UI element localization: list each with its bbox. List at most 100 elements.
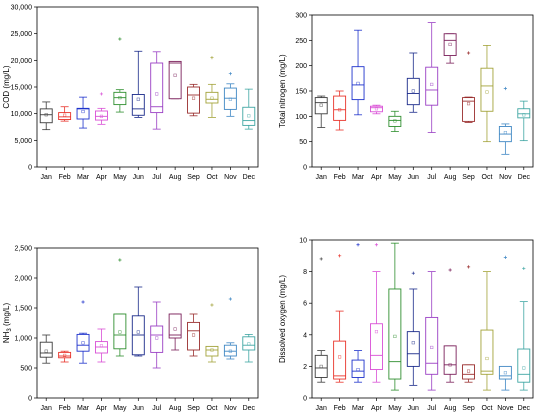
x-tick-label: Apr [371,174,383,181]
outlier-marker [228,297,232,301]
box-jan [39,101,53,131]
box-may [388,110,402,132]
iqr-box [187,86,200,114]
iqr-box [517,348,531,383]
box-may [388,242,402,391]
box-jul [425,271,439,391]
x-tick-label: Sep [187,174,200,181]
mean-marker [430,82,434,86]
outlier-marker [210,303,214,307]
mean-marker [485,90,489,94]
x-tick-label: May [388,405,402,412]
mean-marker [411,341,415,345]
box-aug [443,33,457,64]
x-tick-label: Mar [352,405,365,412]
mean-marker [99,344,104,348]
iqr-box [223,344,237,357]
mean-marker [430,345,434,349]
mean-marker [191,96,196,100]
mean-marker [393,334,397,338]
box-apr [370,243,383,383]
mean-marker [63,113,67,117]
box-sep [462,51,475,123]
y-tick-label: 8 [303,269,307,276]
iqr-box [443,33,457,56]
x-tick-label: Oct [207,174,218,181]
iqr-box [223,87,237,110]
mean-marker [522,113,526,117]
x-tick-label: Feb [334,405,346,412]
mean-marker [374,330,379,334]
x-tick-label: Jul [427,405,436,412]
iqr-box [425,66,439,106]
y-tick-label: 0 [28,165,32,172]
iqr-box [370,105,383,113]
mean-marker [136,330,140,334]
mean-marker [228,97,232,101]
box-may [113,37,127,113]
y-tick-label: 0 [303,165,307,172]
box-oct [480,45,494,143]
y-tick-label: 300 [295,13,307,20]
iqr-box [351,66,365,101]
outlier-marker [228,72,232,76]
y-axis-title-text: COD (mg/L) [2,65,11,108]
x-tick-label: Apr [371,405,383,412]
x-tick-label: Nov [224,405,237,412]
x-tick-label: Feb [59,174,71,181]
outlier-marker [522,266,526,271]
box-nov [498,86,512,155]
x-tick-label: Jun [133,174,144,181]
box-feb [58,350,72,363]
x-tick-label: Jul [152,174,161,181]
plot-frame [36,6,259,168]
mean-marker [173,327,177,331]
box-jan [39,334,53,364]
box-jan [314,95,328,128]
plot-frame [311,239,534,399]
box-mar [76,96,90,129]
y-axis-title: COD (mg/L) [2,65,11,108]
mean-marker [228,349,232,353]
x-tick-label: Jun [133,405,144,412]
box-dec [242,88,256,130]
iqr-box [480,67,494,112]
mean-marker [356,368,360,372]
x-tick-label: Jan [316,405,327,412]
x-tick-label: Mar [77,174,90,181]
iqr-box [388,115,402,127]
y-axis-title: NH3 (mg/L) [2,303,13,344]
mean-marker [374,107,379,111]
outlier-marker [99,92,104,96]
box-jul [425,22,439,133]
x-tick-label: Oct [482,405,493,412]
x-tick-label: Oct [482,174,493,181]
total-nitrogen-box-plot: 0 50 100 150 200 250 300 Total nitrogen (mg/L) J… [278,13,534,181]
y-tick-label: 25,000 [11,31,33,38]
y-tick-label: 500 [20,366,32,373]
x-tick-label: Jul [427,174,436,181]
box-apr [95,328,108,363]
box-oct [480,271,494,391]
y-tick-label: 4 [303,332,307,339]
mean-marker [210,96,214,100]
x-tick-label: Dec [518,405,531,412]
iqr-box [333,340,347,380]
dissolved-oxygen-box-plot: 0 2 4 6 8 10 Dissolved oxygen (mg/L) Jan Feb Mar A… [278,238,534,412]
outlier-marker [210,56,214,60]
iqr-box [131,94,145,116]
mean-marker [191,333,196,337]
mean-marker [466,102,471,106]
box-sep [462,265,475,383]
box-nov [223,72,237,117]
box-mar [351,243,365,383]
box-jun [406,52,420,113]
y-tick-label: 0 [28,396,32,403]
mean-marker [99,114,104,118]
outlier-marker [411,271,415,275]
y-tick-label: 10,000 [11,111,33,118]
y-axis-title: Total nitrogen (mg/L) [278,54,287,128]
y-tick-label: 30,000 [11,5,33,12]
x-tick-label: Aug [444,405,457,412]
x-tick-label: Aug [169,405,182,412]
